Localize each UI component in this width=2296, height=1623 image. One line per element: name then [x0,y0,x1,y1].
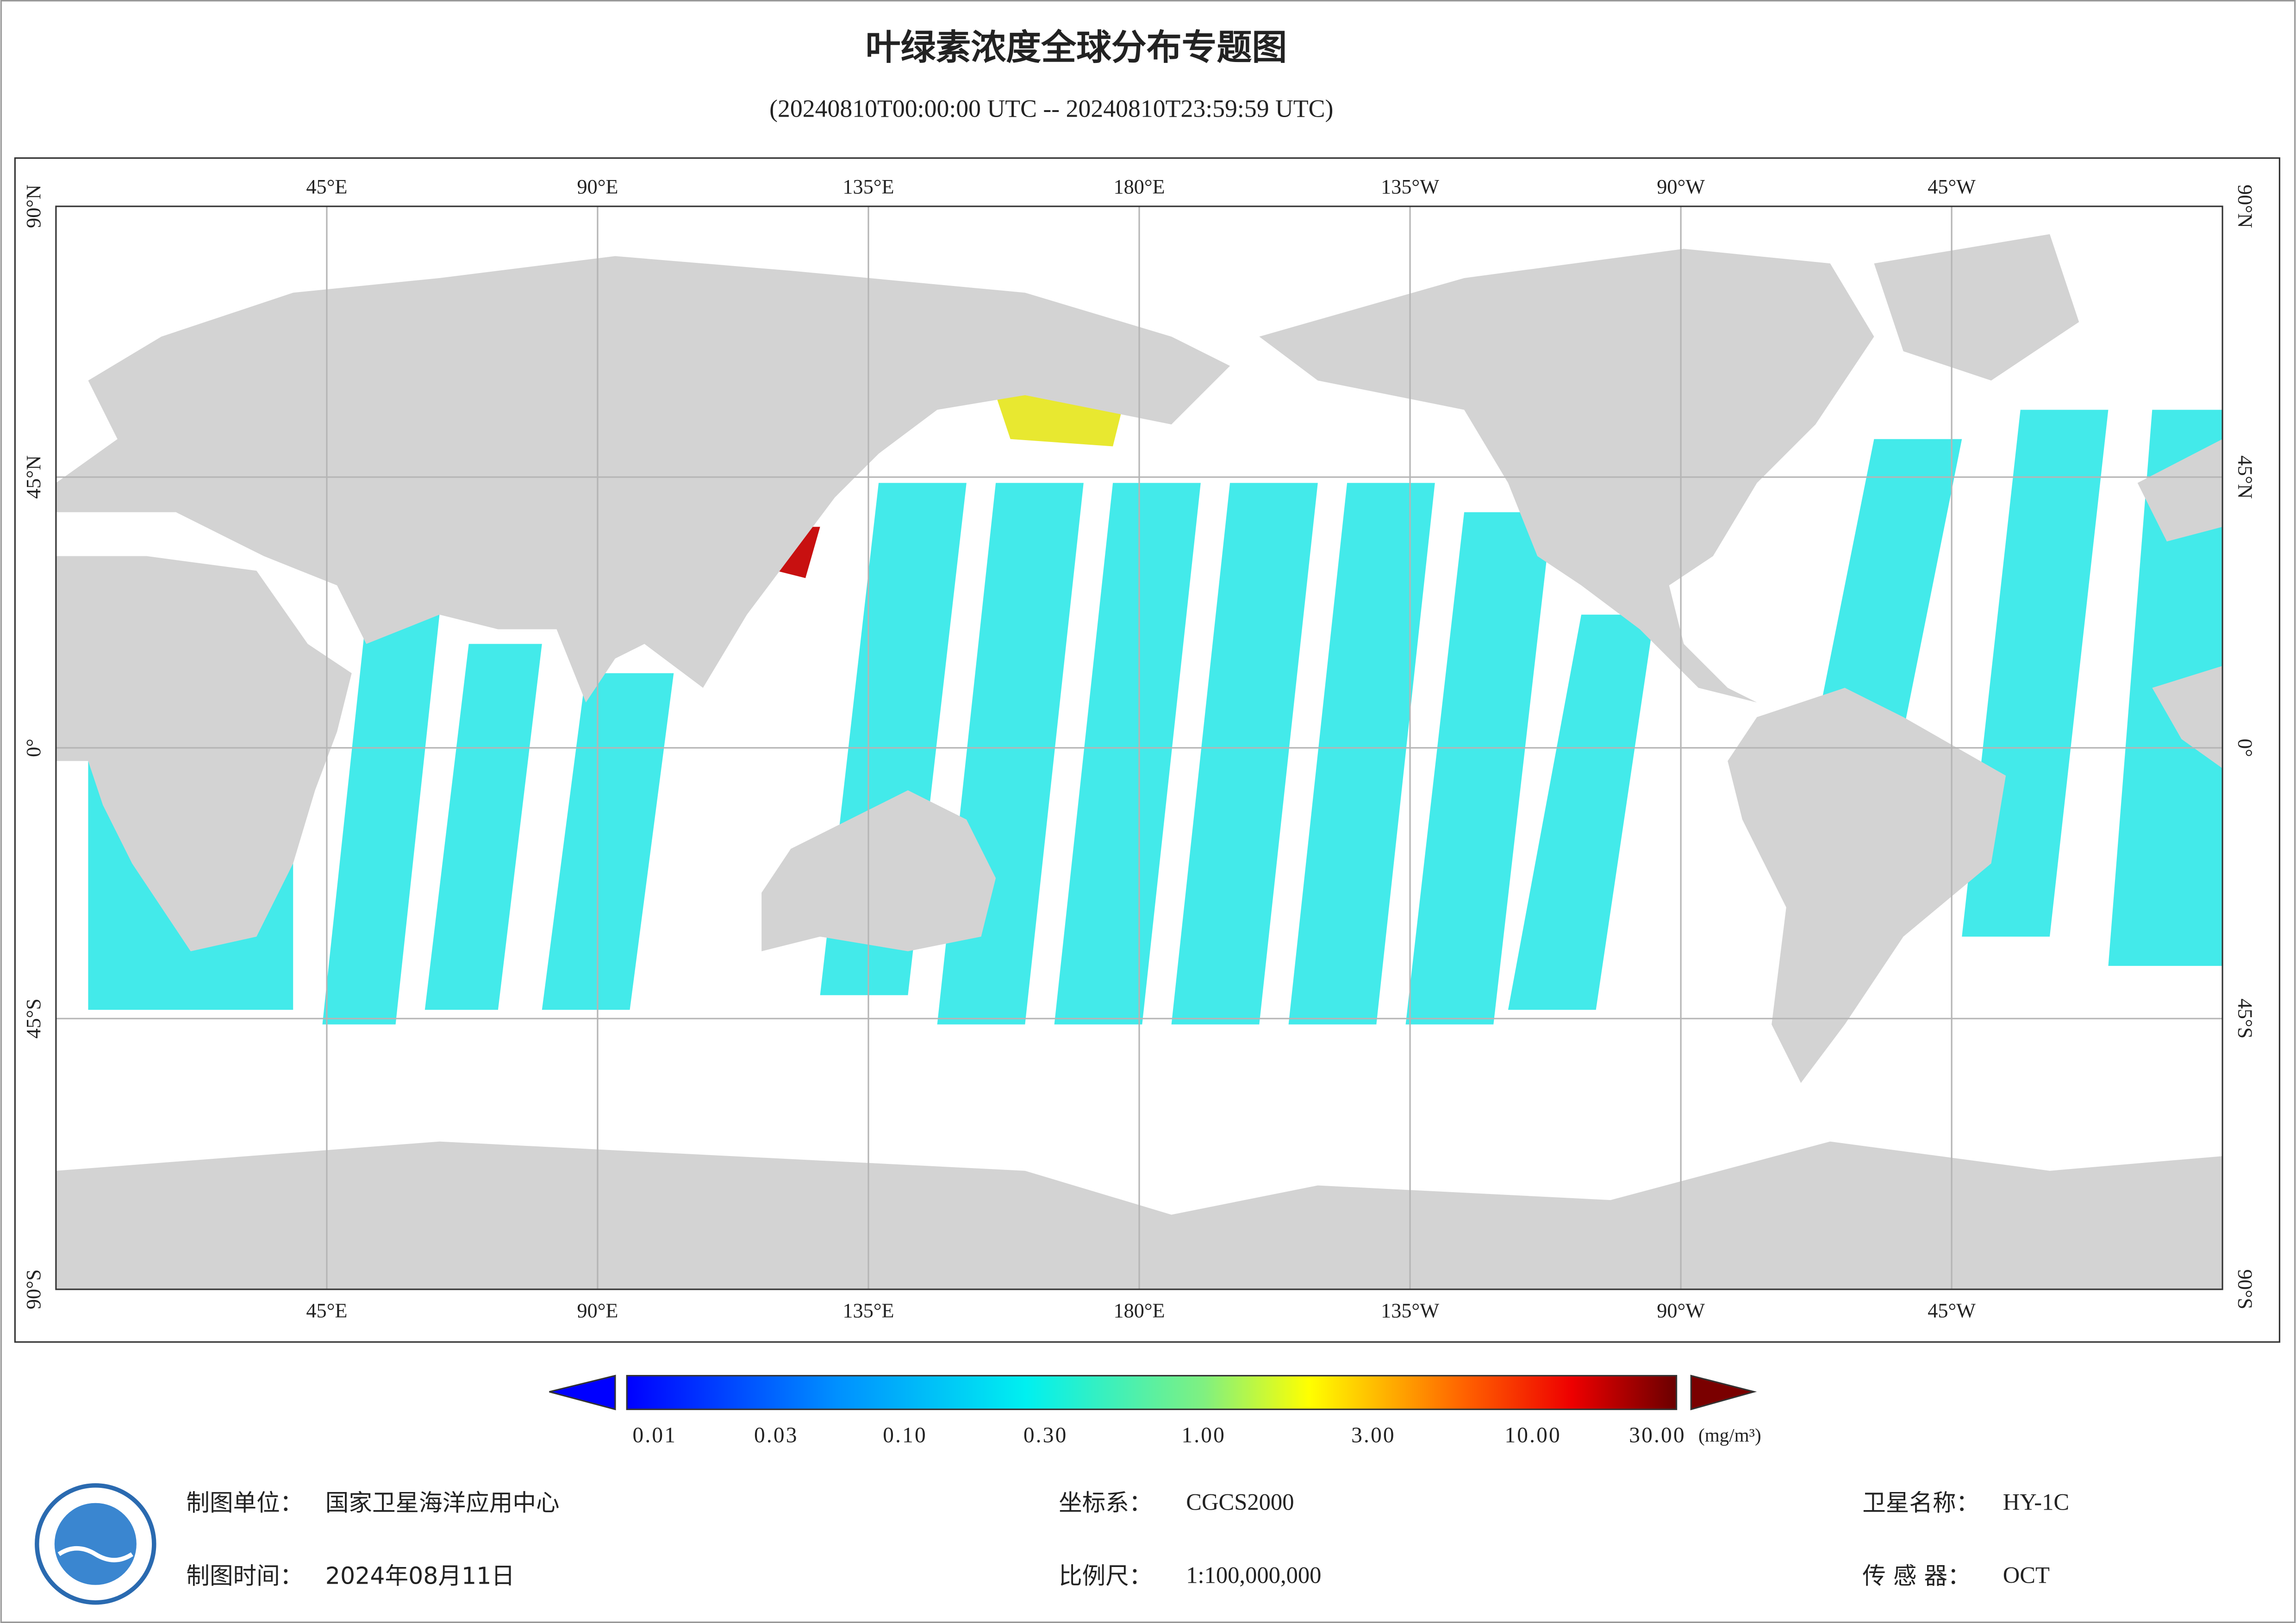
map-frame [14,157,2281,1343]
date: 2024年08月11日 [325,1562,515,1589]
date-label: 制图时间： [186,1562,303,1589]
colorbar-tick-label: 0.01 [632,1423,677,1447]
lon-label-bottom: 45°W [1928,1300,1976,1322]
title: 叶绿素浓度全球分布专题图 [866,27,1287,68]
colorbar-low-arrow [549,1374,616,1411]
satellite-label: 卫星名称： [1862,1489,1979,1516]
lon-label-bottom: 180°E [1113,1300,1165,1322]
lon-label-top: 90°W [1657,175,1705,198]
scale-label: 比例尺： [1059,1562,1152,1589]
colorbar-tick-label: 0.10 [883,1423,927,1447]
lon-label-top: 180°E [1113,175,1165,198]
crs: CGCS2000 [1186,1489,1294,1515]
lat-label-right: 45°S [2234,999,2256,1039]
lat-label-right: 90°S [2234,1269,2256,1310]
lon-label-bottom: 90°W [1657,1300,1705,1322]
lon-label-top: 135°E [842,175,894,198]
colorbar-tick-label: 1.00 [1181,1423,1226,1447]
lat-label-right: 0° [2234,739,2256,757]
map-area [56,206,2223,1289]
lat-label-left: 45°N [22,455,45,499]
sensor-label: 传 感 器： [1862,1562,1971,1589]
lat-label-left: 45°S [22,999,45,1039]
satellite: HY-1C [2003,1489,2069,1515]
colorbar-high-arrow [1690,1374,1757,1411]
colorbar: 0.01 0.03 0.10 0.30 1.00 3.00 10.00 30.00 (mg/m³… [549,1374,1761,1447]
subtitle: (20240810T00:00:00 UTC -- 20240810T23:59… [769,95,1333,123]
lon-label-bottom: 45°E [306,1300,347,1322]
scale: 1:100,000,000 [1186,1562,1321,1588]
colorbar-bar [626,1374,1678,1410]
colorbar-unit: (mg/m³) [1698,1424,1761,1446]
colorbar-tick-label: 3.00 [1351,1423,1396,1447]
sensor: OCT [2003,1562,2050,1588]
colorbar-tick-label: 10.00 [1504,1423,1561,1447]
lon-label-bottom: 90°E [577,1300,618,1322]
logo [35,1483,156,1605]
map-border [55,205,2223,1290]
lon-label-bottom: 135°W [1381,1300,1439,1322]
lat-label-left: 90°N [22,185,45,228]
lat-label-right: 90°N [2234,185,2256,228]
lon-label-bottom: 135°E [842,1300,894,1322]
lat-label-left: 0° [22,739,45,757]
agency: 国家卫星海洋应用中心 [325,1489,560,1516]
lon-label-top: 45°W [1928,175,1976,198]
lat-label-right: 45°N [2234,455,2256,499]
lat-label-left: 90°S [22,1269,45,1310]
colorbar-tick-label: 0.30 [1023,1423,1068,1447]
lon-label-top: 135°W [1381,175,1439,198]
colorbar-tick-label: 0.03 [754,1423,799,1447]
lon-label-top: 45°E [306,175,347,198]
crs-label: 坐标系： [1059,1489,1152,1516]
agency-label: 制图单位： [186,1489,303,1516]
colorbar-tick-label: 30.00 [1629,1423,1686,1447]
lon-label-top: 90°E [577,175,618,198]
